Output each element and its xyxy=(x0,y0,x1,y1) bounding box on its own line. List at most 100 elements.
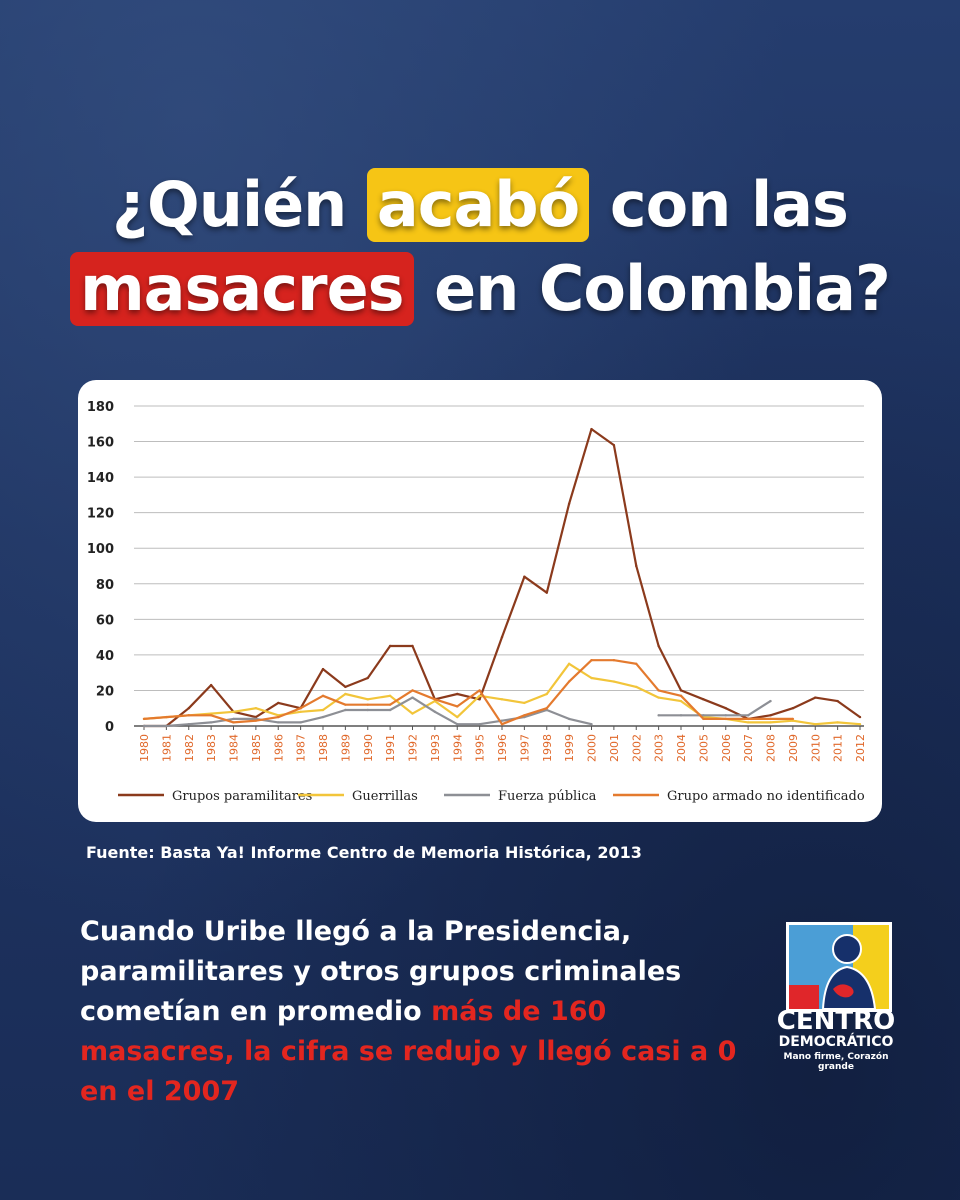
data-point xyxy=(388,694,392,697)
y-tick-label: 60 xyxy=(96,613,114,628)
data-point xyxy=(209,721,213,724)
x-tick-label: 1991 xyxy=(384,734,397,762)
data-point xyxy=(254,707,258,710)
x-tick-label: 2006 xyxy=(720,734,733,762)
data-point xyxy=(567,502,571,505)
data-point xyxy=(366,698,369,701)
data-point xyxy=(590,659,593,662)
data-point xyxy=(635,564,638,568)
data-point xyxy=(545,707,548,710)
source-caption: Fuente: Basta Ya! Informe Centro de Memo… xyxy=(86,843,642,862)
data-point xyxy=(344,685,347,689)
data-point xyxy=(836,699,839,703)
x-tick-label: 2007 xyxy=(742,734,755,762)
x-tick-label: 2010 xyxy=(809,734,822,762)
data-point xyxy=(277,721,280,724)
data-point xyxy=(567,680,571,683)
data-point xyxy=(814,696,817,699)
data-point xyxy=(478,694,481,697)
headline-word: con las xyxy=(609,168,849,241)
data-point xyxy=(321,708,325,712)
x-tick-label: 1989 xyxy=(339,734,352,762)
x-tick-label: 1986 xyxy=(272,734,285,762)
headline-highlight-red: masacres xyxy=(70,252,414,326)
data-point xyxy=(791,717,795,721)
data-point xyxy=(277,715,280,719)
legend-label: Grupo armado no identificado xyxy=(667,789,865,804)
data-point xyxy=(456,723,459,726)
data-point xyxy=(456,715,459,719)
data-point xyxy=(746,714,750,717)
data-point xyxy=(299,707,302,710)
data-point xyxy=(277,701,280,705)
data-point xyxy=(836,721,839,724)
data-point xyxy=(612,443,616,447)
data-point xyxy=(433,698,437,701)
x-tick-label: 2008 xyxy=(765,734,778,762)
data-point xyxy=(635,685,638,689)
data-point xyxy=(232,710,235,713)
data-point xyxy=(254,717,258,721)
data-point xyxy=(679,699,683,703)
y-tick-label: 0 xyxy=(105,720,114,735)
x-tick-label: 1992 xyxy=(407,734,420,762)
data-point xyxy=(769,717,772,721)
data-point xyxy=(679,689,683,692)
data-point xyxy=(702,714,705,717)
data-point xyxy=(858,715,862,719)
x-tick-label: 2011 xyxy=(832,734,845,762)
data-point xyxy=(165,724,168,728)
data-point xyxy=(612,680,616,683)
logo-title-line2: DEMOCRÁTICO xyxy=(778,1034,894,1050)
data-point xyxy=(388,703,392,706)
data-point xyxy=(187,723,190,726)
data-point xyxy=(858,723,862,726)
x-tick-label: 1995 xyxy=(474,734,487,762)
data-point xyxy=(567,717,571,721)
data-point xyxy=(500,635,504,639)
data-point xyxy=(814,723,817,726)
legend-label: Guerrillas xyxy=(352,789,418,804)
data-point xyxy=(344,703,347,706)
data-point xyxy=(500,719,504,722)
headline-line-1: ¿Quién acabó con las xyxy=(0,168,960,242)
data-point xyxy=(791,707,795,710)
x-tick-label: 1990 xyxy=(362,734,375,762)
data-point xyxy=(254,719,258,722)
headline-word: en Colombia? xyxy=(434,252,891,325)
x-tick-label: 1996 xyxy=(496,734,509,762)
x-tick-label: 1985 xyxy=(250,734,263,762)
x-tick-label: 1994 xyxy=(451,734,464,762)
data-point xyxy=(679,714,683,717)
x-tick-label: 1983 xyxy=(205,734,218,762)
data-point xyxy=(657,644,660,648)
data-point xyxy=(478,689,481,692)
x-tick-label: 2005 xyxy=(697,734,710,762)
data-point xyxy=(657,714,660,717)
data-point xyxy=(769,714,772,717)
headline-word: ¿Quién xyxy=(112,168,347,241)
data-point xyxy=(187,714,190,717)
data-point xyxy=(478,723,481,726)
data-point xyxy=(791,719,795,722)
data-point xyxy=(299,721,302,724)
data-point xyxy=(545,692,548,696)
data-point xyxy=(366,703,369,706)
series-line xyxy=(143,659,793,726)
data-point xyxy=(523,575,526,578)
data-point xyxy=(478,698,481,701)
logo-emblem xyxy=(786,922,892,1012)
data-point xyxy=(232,721,235,724)
data-point xyxy=(232,717,235,721)
data-point xyxy=(635,662,638,665)
x-tick-label: 1981 xyxy=(160,734,173,762)
data-point xyxy=(746,717,750,721)
legend-label: Fuerza pública xyxy=(498,789,597,804)
data-point xyxy=(209,714,213,717)
data-point xyxy=(388,708,392,712)
x-tick-label: 1998 xyxy=(541,734,554,762)
x-tick-label: 2012 xyxy=(854,734,867,762)
logo-tagline: Mano firme, Corazón grande xyxy=(783,1052,889,1072)
data-point xyxy=(366,676,369,680)
data-point xyxy=(657,689,660,692)
